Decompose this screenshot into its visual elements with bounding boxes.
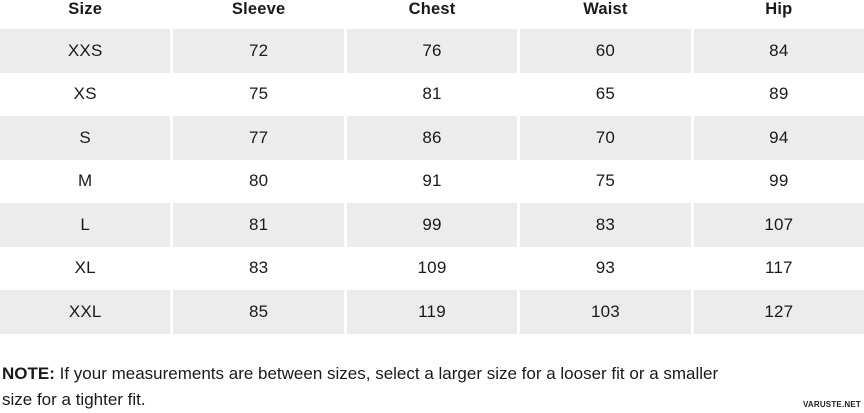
value-cell: 99 (769, 171, 789, 191)
header-cell-hip: Hip (765, 0, 793, 18)
note-body: If your measurements are between sizes, … (2, 363, 719, 409)
value-cell: 81 (422, 84, 442, 104)
value-cell: 77 (173, 116, 344, 160)
value-cell: 94 (693, 116, 864, 160)
value-cell: 103 (520, 290, 691, 334)
value-cell: 65 (595, 84, 616, 104)
header-cell-waist: Waist (583, 0, 628, 18)
table-row-l: L 81 99 83 107 (0, 203, 864, 247)
value-cell: 81 (173, 203, 344, 247)
value-cell: 80 (248, 171, 269, 191)
value-cell: 70 (520, 116, 691, 160)
size-cell: XXL (0, 290, 171, 334)
value-cell: 86 (346, 116, 518, 160)
value-cell: 72 (173, 29, 344, 73)
table-row-xxl: XXL 85 119 103 127 (0, 290, 864, 334)
table-row-xs: XS 75 81 65 89 (0, 73, 864, 117)
value-cell: 107 (693, 203, 864, 247)
table-row-s: S 77 86 70 94 (0, 116, 864, 160)
watermark-varuste-net: VARUSTE.NET (802, 400, 861, 409)
value-cell: 76 (346, 29, 518, 73)
size-cell: XL (74, 258, 96, 278)
value-cell: 75 (248, 84, 269, 104)
value-cell: 127 (693, 290, 864, 334)
value-cell: 83 (520, 203, 691, 247)
value-cell: 117 (764, 258, 793, 278)
value-cell: 109 (417, 258, 447, 278)
size-cell: L (0, 203, 171, 247)
size-chart-table: Size Sleeve Chest Waist Hip XXS 72 76 60 84 XS 75 8… (0, 0, 864, 334)
size-cell: XS (73, 84, 97, 104)
note-label: NOTE: (2, 363, 55, 383)
value-cell: 75 (595, 171, 616, 191)
value-cell: 85 (173, 290, 344, 334)
value-cell: 89 (769, 84, 789, 104)
value-cell: 91 (422, 171, 442, 191)
size-cell: M (78, 171, 93, 191)
note-text: NOTE: If your measurements are between s… (2, 361, 744, 413)
header-cell-chest: Chest (408, 0, 456, 18)
value-cell: 99 (346, 203, 518, 247)
value-cell: 84 (693, 29, 864, 73)
size-cell: S (0, 116, 171, 160)
table-row-xxs: XXS 72 76 60 84 (0, 29, 864, 73)
table-header-row: Size Sleeve Chest Waist Hip (0, 0, 864, 29)
header-cell-sleeve: Sleeve (231, 0, 286, 18)
size-cell: XXS (0, 29, 171, 73)
value-cell: 93 (595, 258, 616, 278)
value-cell: 60 (520, 29, 691, 73)
table-row-m: M 80 91 75 99 (0, 160, 864, 204)
table-row-xl: XL 83 109 93 117 (0, 247, 864, 291)
value-cell: 83 (248, 258, 269, 278)
value-cell: 119 (346, 290, 518, 334)
header-cell-size: Size (68, 0, 103, 18)
